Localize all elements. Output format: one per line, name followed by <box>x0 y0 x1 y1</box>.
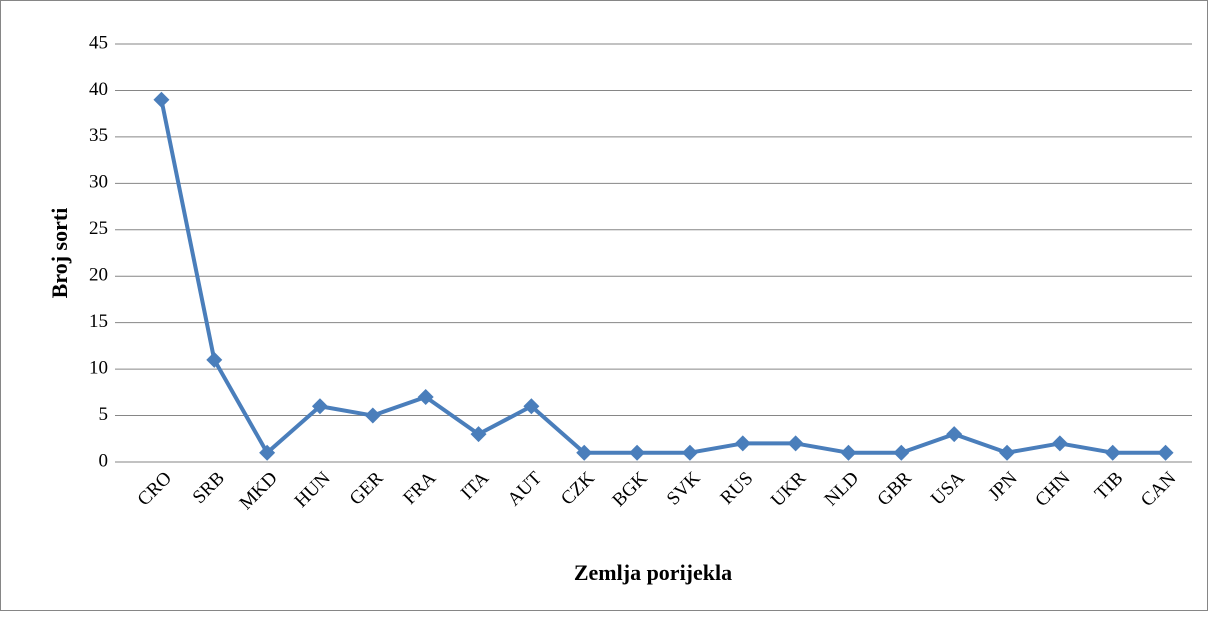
y-tick-label: 45 <box>89 32 108 53</box>
data-marker <box>893 444 910 461</box>
data-marker <box>1157 444 1174 461</box>
y-tick-label: 0 <box>99 450 109 471</box>
y-tick-label: 5 <box>99 404 109 425</box>
data-marker <box>364 407 381 424</box>
data-marker <box>629 444 646 461</box>
data-marker <box>734 435 751 452</box>
data-marker <box>946 426 963 443</box>
x-axis-title: Zemlja porijekla <box>574 560 732 585</box>
data-marker <box>470 426 487 443</box>
data-marker <box>787 435 804 452</box>
y-tick-label: 15 <box>89 311 108 332</box>
data-marker <box>417 388 434 405</box>
data-marker <box>1104 444 1121 461</box>
data-marker <box>576 444 593 461</box>
y-tick-label: 20 <box>89 265 108 286</box>
data-line <box>159 99 1166 455</box>
data-marker <box>681 444 698 461</box>
y-tick-label: 30 <box>89 172 108 193</box>
data-marker <box>840 444 857 461</box>
data-marker <box>999 444 1016 461</box>
data-marker <box>523 398 540 415</box>
data-marker <box>311 398 328 415</box>
y-axis-title: Broj sorti <box>47 208 72 299</box>
y-tick-label: 40 <box>89 79 108 100</box>
y-tick-label: 25 <box>89 218 108 239</box>
y-tick-label: 35 <box>89 125 108 146</box>
data-marker <box>206 351 223 368</box>
data-marker <box>259 444 276 461</box>
data-marker <box>1051 435 1068 452</box>
y-tick-label: 10 <box>89 357 108 378</box>
data-marker <box>153 91 170 108</box>
